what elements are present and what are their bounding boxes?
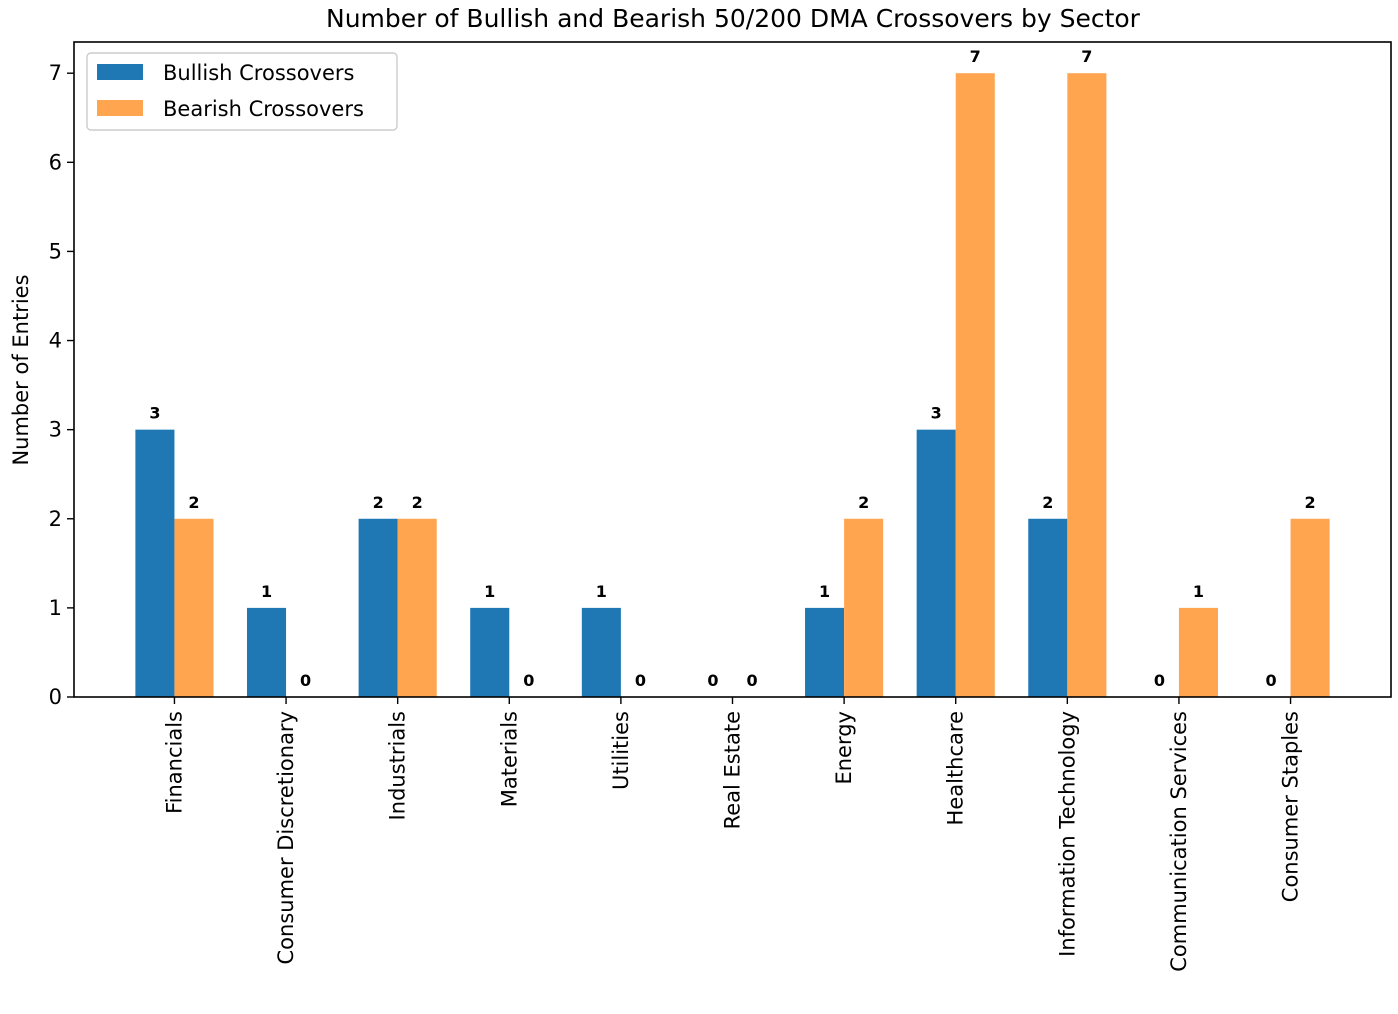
data-label: 2 xyxy=(188,493,199,512)
data-label: 7 xyxy=(970,47,981,66)
legend-box xyxy=(86,52,398,131)
data-label: 2 xyxy=(373,493,384,512)
legend-swatch xyxy=(97,64,143,80)
bar-bullish xyxy=(916,429,956,697)
x-tick-label: Communication Services xyxy=(1167,711,1191,972)
data-label: 0 xyxy=(1154,671,1165,690)
bar-bullish xyxy=(470,607,510,697)
y-tick-label: 5 xyxy=(49,239,62,263)
chart-title: Number of Bullish and Bearish 50/200 DMA… xyxy=(326,4,1141,33)
x-tick-label: Real Estate xyxy=(721,711,745,829)
x-tick-label: Consumer Discretionary xyxy=(274,711,298,965)
data-label: 2 xyxy=(1305,493,1316,512)
bar-bearish xyxy=(174,518,214,697)
x-tick-label: Utilities xyxy=(609,711,633,790)
bar-bullish xyxy=(358,518,398,697)
data-label: 3 xyxy=(149,404,160,423)
data-label: 1 xyxy=(819,582,830,601)
x-tick-label: Healthcare xyxy=(944,711,968,825)
x-tick-label: Financials xyxy=(162,711,186,814)
bar-bearish xyxy=(1290,518,1330,697)
y-tick-label: 6 xyxy=(49,150,62,174)
x-tick-label: Consumer Staples xyxy=(1279,711,1303,902)
bar-bullish xyxy=(1028,518,1068,697)
y-tick-label: 3 xyxy=(49,418,62,442)
legend: Bullish Crossovers Bearish Crossovers xyxy=(86,52,398,131)
y-tick-label: 7 xyxy=(49,61,62,85)
y-tick-label: 4 xyxy=(49,329,62,353)
data-label: 2 xyxy=(1042,493,1053,512)
x-tick-label: Industrials xyxy=(386,711,410,820)
legend-label: Bullish Crossovers xyxy=(163,61,354,85)
bar-bearish xyxy=(955,73,995,697)
x-tick-label: Information Technology xyxy=(1055,711,1079,957)
data-label: 0 xyxy=(707,671,718,690)
data-label: 0 xyxy=(523,671,534,690)
bar-bearish xyxy=(1178,607,1219,697)
data-label: 1 xyxy=(596,582,607,601)
legend-label: Bearish Crossovers xyxy=(163,97,364,121)
data-label: 1 xyxy=(1193,582,1204,601)
data-label: 0 xyxy=(1265,671,1276,690)
x-tick-label: Energy xyxy=(832,711,856,785)
bar-bullish xyxy=(246,607,287,697)
data-label: 1 xyxy=(484,582,495,601)
legend-swatch xyxy=(97,100,143,116)
bar-bearish xyxy=(844,518,884,697)
plot-frame xyxy=(73,41,1392,698)
bar-bearish xyxy=(397,518,437,697)
data-label: 2 xyxy=(412,493,423,512)
data-label: 0 xyxy=(635,671,646,690)
bar-bullish xyxy=(581,607,621,697)
bar-bullish xyxy=(135,429,175,697)
data-label: 7 xyxy=(1081,47,1092,66)
data-label: 1 xyxy=(261,582,272,601)
x-tick-label: Materials xyxy=(497,711,521,807)
bar-bearish xyxy=(1067,73,1107,697)
data-label: 0 xyxy=(746,671,757,690)
data-label: 3 xyxy=(931,404,942,423)
data-label: 0 xyxy=(300,671,311,690)
y-tick-label: 1 xyxy=(49,596,62,620)
bar-bullish xyxy=(805,607,845,697)
y-axis-label: Number of Entries xyxy=(9,274,33,465)
data-label: 2 xyxy=(858,493,869,512)
y-tick-label: 2 xyxy=(49,507,62,531)
y-tick-label: 0 xyxy=(49,685,62,709)
